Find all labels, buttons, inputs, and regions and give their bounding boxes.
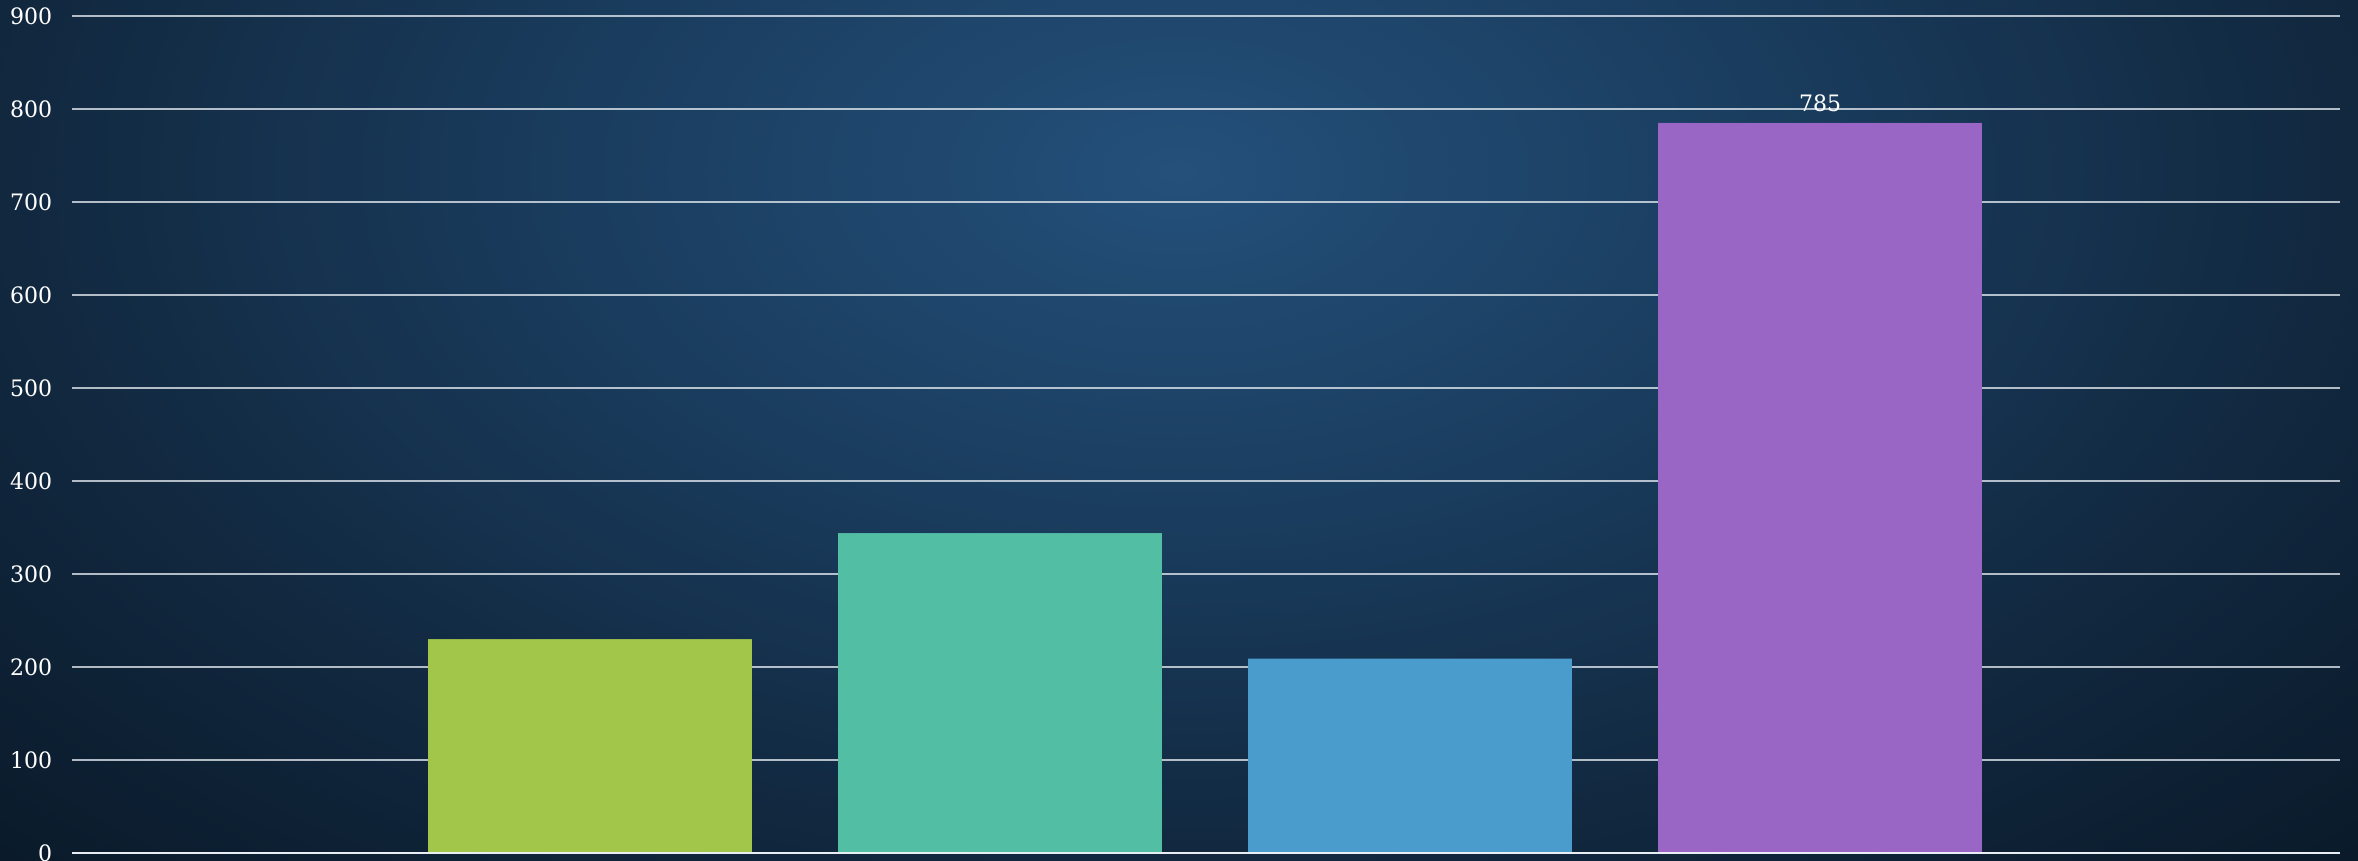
- gridlines: [72, 15, 2340, 761]
- y-tick-label: 800: [10, 98, 52, 123]
- y-tick-label: 400: [10, 470, 52, 495]
- bar: [838, 533, 1162, 853]
- data-labels: 785: [1799, 92, 1841, 117]
- y-axis-tick-labels: 0 100 200 300 400 500 600 700 800 900: [10, 5, 52, 861]
- bar-value-label: 785: [1799, 92, 1841, 117]
- y-tick-label: 500: [10, 377, 52, 402]
- bar: [428, 639, 752, 853]
- y-tick-label: 900: [10, 5, 52, 30]
- bars: [428, 122, 1982, 853]
- y-tick-label: 100: [10, 749, 52, 774]
- bar: [1248, 658, 1572, 853]
- y-tick-label: 700: [10, 191, 52, 216]
- y-tick-label: 600: [10, 284, 52, 309]
- y-tick-label: 0: [38, 842, 52, 861]
- y-tick-label: 300: [10, 563, 52, 588]
- bar: [1658, 122, 1982, 853]
- y-tick-label: 200: [10, 656, 52, 681]
